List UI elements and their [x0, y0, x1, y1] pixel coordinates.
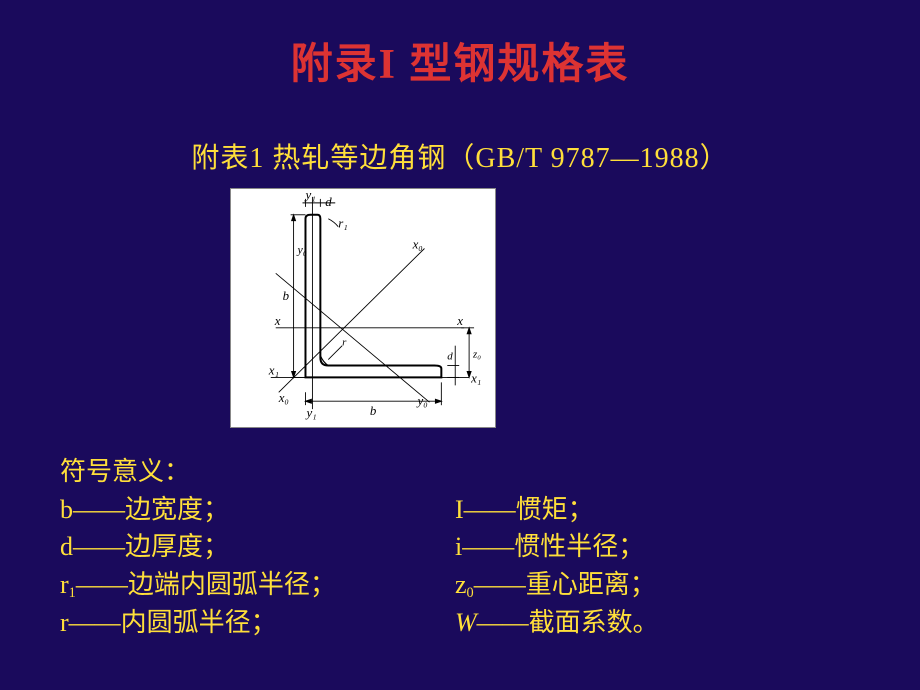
- legend-col-left: b——边宽度； d——边厚度； r1——边端内圆弧半径； r——内圆弧半径；: [60, 491, 455, 642]
- legend-heading: 符号意义：: [60, 453, 920, 491]
- page-title: 附录I 型钢规格表: [0, 0, 920, 91]
- legend-col-right: I——惯矩； i——惯性半径； z0——重心距离； W——截面系数。: [455, 491, 659, 642]
- legend-r: r——内圆弧半径；: [60, 604, 455, 642]
- legend-z0: z0——重心距离；: [455, 566, 659, 604]
- lbl-x0-top: x₀: [412, 238, 423, 252]
- lbl-y1-bot: y₁: [304, 406, 316, 420]
- legend-block: 符号意义： b——边宽度； d——边厚度； r1——边端内圆弧半径； r——内圆…: [60, 453, 920, 641]
- lbl-d-right: d: [447, 351, 453, 363]
- angle-steel-diagram: y₁ d r₁ y₀ x₀ x x b x₁ x₁ d z₀ x₀ y₀ y₁ …: [230, 188, 496, 428]
- lbl-x-right: x: [456, 314, 463, 328]
- lbl-x0-bot: x₀: [278, 391, 289, 405]
- lbl-y0-bot: y₀: [416, 394, 428, 408]
- lbl-b-bot: b: [370, 404, 377, 418]
- legend-d: d——边厚度；: [60, 528, 455, 566]
- lbl-b-left: b: [283, 289, 290, 303]
- lbl-x1-left: x₁: [268, 363, 279, 377]
- legend-i: i——惯性半径；: [455, 528, 659, 566]
- legend-W: W——截面系数。: [455, 604, 659, 642]
- lbl-z0: z₀: [472, 349, 481, 361]
- lbl-d-top: d: [325, 195, 332, 209]
- legend-b: b——边宽度；: [60, 491, 455, 529]
- lbl-r1: r₁: [338, 217, 348, 231]
- lbl-r-inner: r: [342, 337, 347, 349]
- lbl-x-left: x: [274, 314, 281, 328]
- subtitle: 附表1 热轧等边角钢（GB/T 9787—1988）: [0, 136, 920, 176]
- lbl-x1-right: x₁: [470, 371, 481, 385]
- legend-I: I——惯矩；: [455, 491, 659, 529]
- legend-r1: r1——边端内圆弧半径；: [60, 566, 455, 604]
- lbl-y1-top: y₁: [303, 189, 315, 202]
- lbl-y0-left: y₀: [297, 242, 307, 256]
